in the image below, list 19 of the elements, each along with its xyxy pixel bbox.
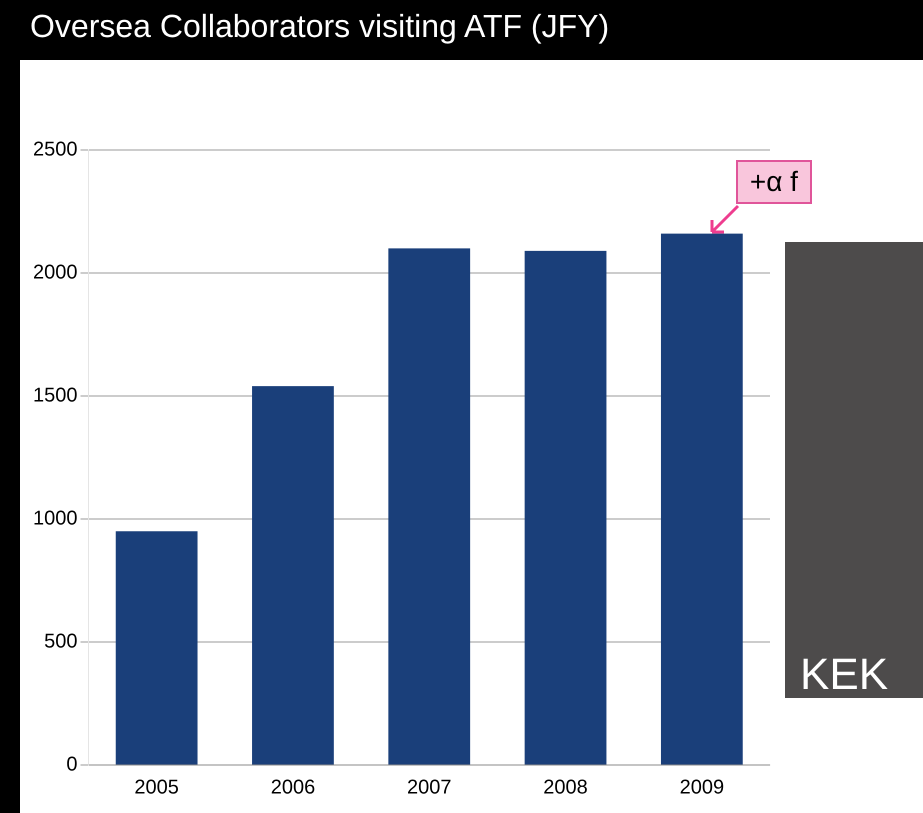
y-tick-label: 1000 xyxy=(32,508,78,530)
y-tick-label: 2500 xyxy=(32,138,78,161)
y-tick-label: 500 xyxy=(44,630,78,653)
bar xyxy=(116,531,198,764)
x-tick-label: 2009 xyxy=(680,776,724,799)
x-tick-label: 2007 xyxy=(406,776,452,799)
bar xyxy=(524,250,606,764)
y-tick-label: 1500 xyxy=(32,384,78,407)
bar xyxy=(252,386,334,764)
y-tick-label: 2000 xyxy=(32,262,78,284)
annotation: +α f xyxy=(736,160,812,204)
text: KEK xyxy=(800,650,888,700)
x-tick-label: 2005 xyxy=(134,776,179,799)
y-tick-label: 0 xyxy=(66,754,78,776)
chart-title: Oversea Collaborators visiting ATF (JFY) xyxy=(30,8,610,45)
bar xyxy=(388,248,470,764)
x-tick-label: 2008 xyxy=(543,776,588,799)
x-tick-label: 2006 xyxy=(270,776,316,799)
bar xyxy=(660,234,743,764)
